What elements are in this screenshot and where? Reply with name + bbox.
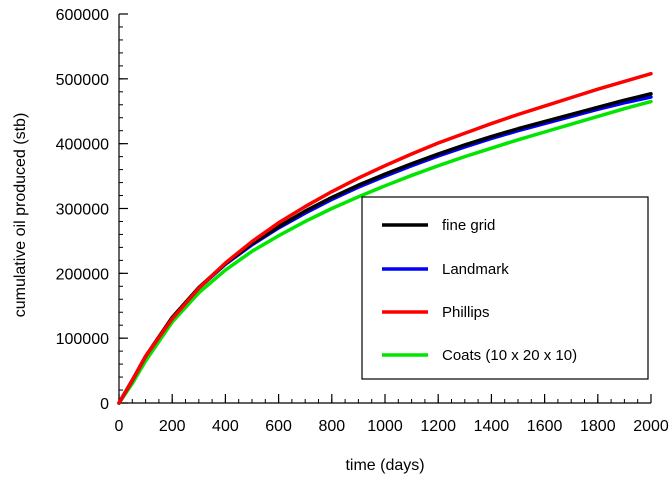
x-tick-label: 1800 bbox=[580, 418, 616, 435]
x-tick-label: 200 bbox=[159, 418, 186, 435]
y-tick-label: 300000 bbox=[56, 202, 109, 219]
series-lines bbox=[117, 71, 653, 405]
series-line-coats-10-x-20-x-10 bbox=[117, 99, 653, 405]
y-tick-label: 200000 bbox=[56, 266, 109, 283]
y-tick-label: 600000 bbox=[56, 7, 109, 24]
legend-label: Phillips bbox=[442, 304, 490, 321]
y-tick-label: 400000 bbox=[56, 137, 109, 154]
x-tick-label: 2000 bbox=[633, 418, 669, 435]
x-tick-label: 800 bbox=[318, 418, 345, 435]
x-tick-label: 1600 bbox=[527, 418, 563, 435]
legend-box bbox=[361, 196, 649, 380]
x-tick-label: 1400 bbox=[474, 418, 510, 435]
y-tick-label: 500000 bbox=[56, 72, 109, 89]
x-tick-label: 1200 bbox=[420, 418, 456, 435]
y-tick-label: 0 bbox=[100, 396, 109, 413]
x-tick-label: 600 bbox=[265, 418, 292, 435]
axes: 0 200 400 600 800 1000 1200 1400 1600 1800 2000 0 10… bbox=[56, 7, 669, 435]
legend-label: fine grid bbox=[442, 217, 495, 234]
legend: fine grid Landmark Phillips Coats (10 x 20 … bbox=[361, 196, 649, 380]
x-tick-label: 1000 bbox=[367, 418, 403, 435]
legend-label: Coats (10 x 20 x 10) bbox=[442, 347, 577, 364]
series-line-phillips bbox=[117, 71, 653, 405]
x-tick-label: 400 bbox=[212, 418, 239, 435]
legend-label: Landmark bbox=[442, 261, 509, 278]
x-axis-label: time (days) bbox=[345, 457, 424, 474]
x-tick-label: 0 bbox=[115, 418, 124, 435]
y-axis-label: cumulative oil produced (stb) bbox=[12, 113, 29, 318]
y-tick-label: 100000 bbox=[56, 331, 109, 348]
